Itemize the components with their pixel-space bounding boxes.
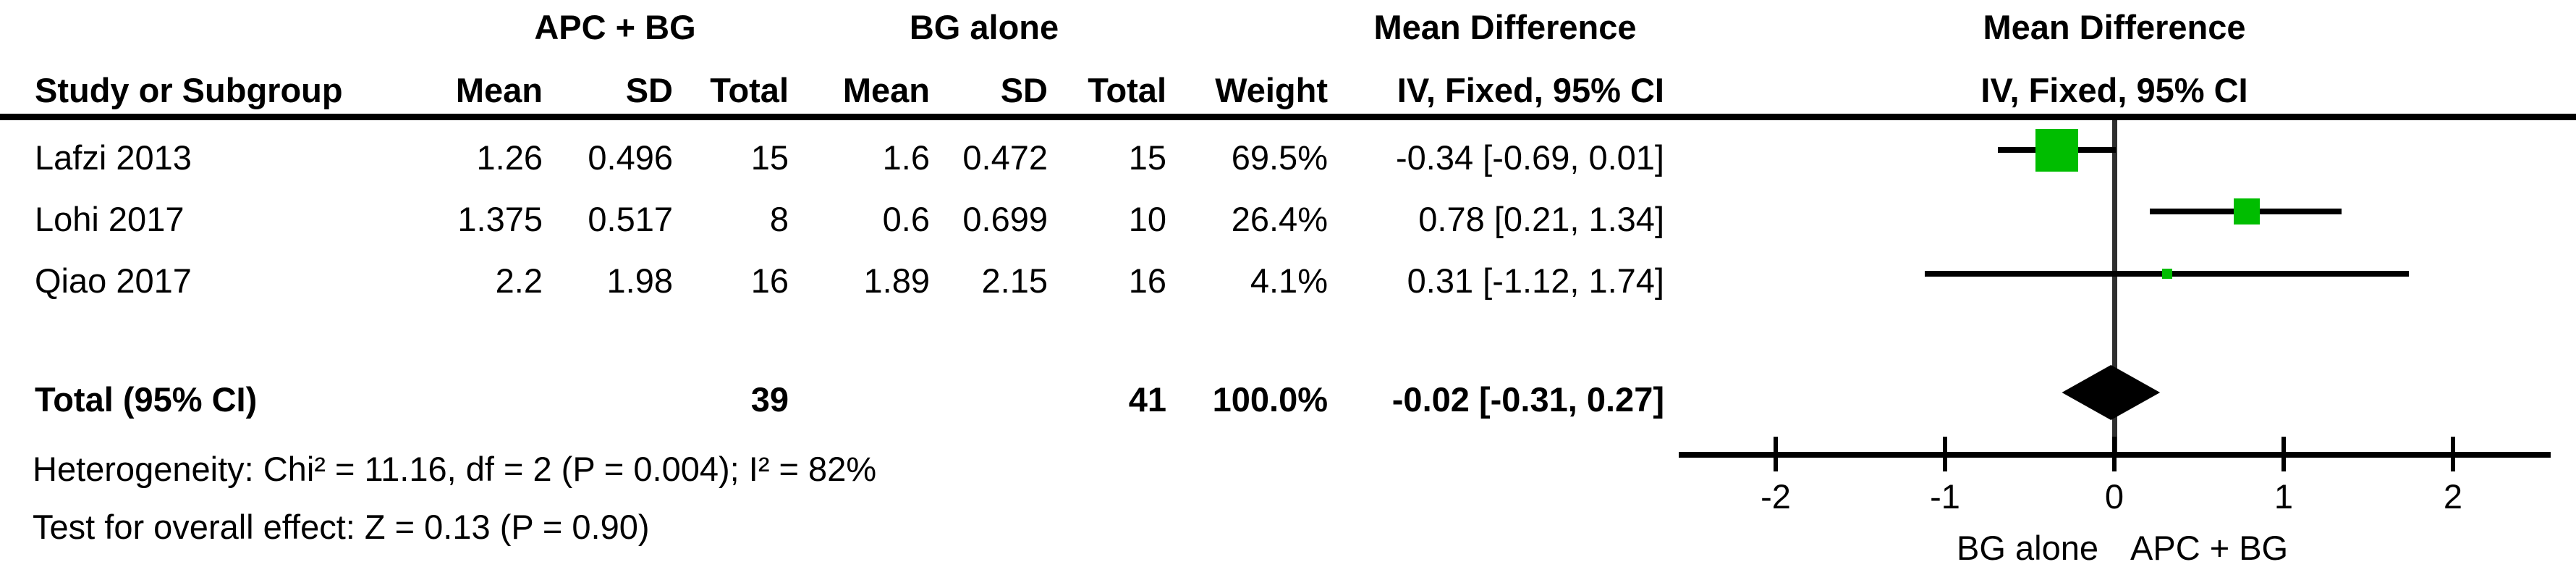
cell-weight: 69.5% <box>1231 138 1328 177</box>
axis-tick-label: -2 <box>1761 477 1791 516</box>
axis-tick-label: 2 <box>2443 477 2463 516</box>
cell-mean1: 2.2 <box>495 261 543 300</box>
cell-sd1: 0.496 <box>588 138 673 177</box>
group1-total-header: Total <box>710 71 789 109</box>
cell-total1: 16 <box>750 261 789 300</box>
header-separator-line <box>0 114 2576 120</box>
cell-sd2: 0.472 <box>962 138 1048 177</box>
heterogeneity-text: Heterogeneity: Chi² = 11.16, df = 2 (P =… <box>33 450 877 488</box>
group2-sd-header: SD <box>1000 71 1048 109</box>
weight-column-header: Weight <box>1215 71 1328 109</box>
axis-tick <box>2281 437 2286 471</box>
cell-ci: 0.78 [0.21, 1.34] <box>1418 200 1664 238</box>
axis-tick <box>2451 437 2455 471</box>
axis-left-label: BG alone <box>1957 529 2098 567</box>
study-weight-square <box>2162 269 2172 279</box>
cell-total-label: Total (95% CI) <box>35 380 258 419</box>
group1-header: APC + BG <box>534 8 696 46</box>
axis-tick-label: 0 <box>2104 477 2124 516</box>
cell-total1: 8 <box>769 200 789 238</box>
study-column-header: Study or Subgroup <box>35 71 343 109</box>
group2-header: BG alone <box>909 8 1059 46</box>
group1-mean-header: Mean <box>455 71 543 109</box>
pooled-diamond <box>2062 365 2161 420</box>
cell-total-weight: 100.0% <box>1212 380 1328 419</box>
cell-study: Qiao 2017 <box>35 261 192 300</box>
cell-sd2: 0.699 <box>962 200 1048 238</box>
cell-study: Lafzi 2013 <box>35 138 192 177</box>
cell-weight: 26.4% <box>1231 200 1328 238</box>
cell-mean2: 1.89 <box>863 261 930 300</box>
axis-tick <box>2112 437 2117 471</box>
cell-total2: 41 <box>1128 380 1166 419</box>
cell-weight: 4.1% <box>1250 261 1328 300</box>
cell-sd1: 1.98 <box>606 261 673 300</box>
cell-sd2: 2.15 <box>981 261 1048 300</box>
cell-ci: 0.31 [-1.12, 1.74] <box>1407 261 1664 300</box>
study-weight-square <box>2035 129 2078 172</box>
group1-sd-header: SD <box>625 71 673 109</box>
cell-ci: -0.34 [-0.69, 0.01] <box>1395 138 1664 177</box>
axis-right-label: APC + BG <box>2130 529 2289 567</box>
cell-total2: 15 <box>1128 138 1166 177</box>
plot-title: Mean Difference <box>1983 8 2246 46</box>
cell-sd1: 0.517 <box>588 200 673 238</box>
effect-column-title: Mean Difference <box>1373 8 1637 46</box>
study-weight-square <box>2234 198 2260 224</box>
axis-tick-label: -1 <box>1930 477 1960 516</box>
effect-column-subheader: IV, Fixed, 95% CI <box>1397 71 1664 109</box>
cell-total2: 10 <box>1128 200 1166 238</box>
cell-total-ci: -0.02 [-0.31, 0.27] <box>1391 380 1664 419</box>
zero-effect-line <box>2112 120 2117 458</box>
axis-tick-label: 1 <box>2274 477 2294 516</box>
axis-tick <box>1943 437 1947 471</box>
cell-mean1: 1.375 <box>457 200 543 238</box>
cell-total2: 16 <box>1128 261 1166 300</box>
group2-total-header: Total <box>1088 71 1166 109</box>
group2-mean-header: Mean <box>842 71 930 109</box>
plot-subheader: IV, Fixed, 95% CI <box>1980 71 2248 109</box>
cell-study: Lohi 2017 <box>35 200 185 238</box>
axis-tick <box>1774 437 1778 471</box>
cell-total1: 39 <box>750 380 789 419</box>
cell-total1: 15 <box>750 138 789 177</box>
overall-effect-text: Test for overall effect: Z = 0.13 (P = 0… <box>33 508 650 546</box>
cell-mean1: 1.26 <box>476 138 543 177</box>
cell-mean2: 1.6 <box>882 138 930 177</box>
cell-mean2: 0.6 <box>882 200 930 238</box>
